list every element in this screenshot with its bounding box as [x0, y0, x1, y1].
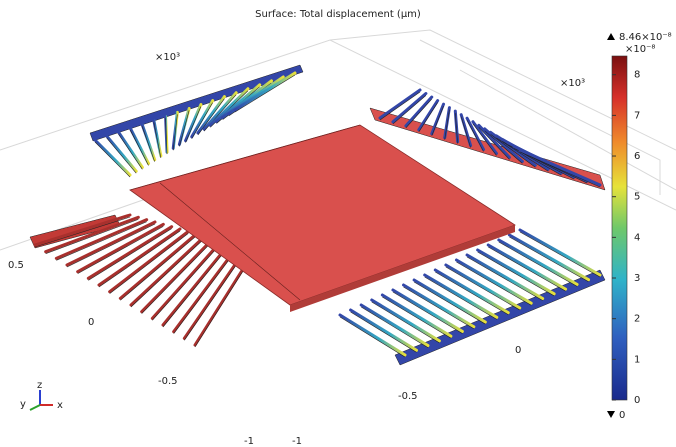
scale-label: ×10³: [155, 52, 180, 63]
colorbar-tick-label: 8: [634, 70, 640, 81]
colorbar-tick-label: 4: [634, 232, 640, 243]
axis-tick-label: -1: [244, 436, 254, 447]
colorbar-tick-label: 5: [634, 192, 640, 203]
colorbar-scale: ×10⁻⁸: [625, 44, 655, 55]
colorbar-tick-label: 1: [634, 354, 640, 365]
colorbar: [612, 56, 627, 400]
finger: [446, 265, 520, 308]
axis-triad: z x y: [20, 380, 63, 411]
axis-tick-label: 0: [515, 345, 521, 356]
axis-tick-label: 0: [88, 317, 94, 328]
colorbar-tick-label: 7: [634, 110, 640, 121]
finger: [414, 280, 485, 322]
triad-label: y: [20, 399, 26, 410]
axis-tick-label: -1: [292, 436, 302, 447]
finger: [499, 240, 577, 284]
finger: [361, 305, 428, 346]
viewport: Surface: Total displacement (μm) 8.46×10…: [0, 0, 676, 447]
finger-edge: [154, 122, 161, 158]
finger: [509, 235, 588, 280]
scale-label: ×10³: [560, 78, 585, 89]
colorbar-min: 0: [619, 410, 625, 421]
finger: [425, 275, 497, 317]
max-arrow: [607, 33, 615, 40]
colorbar-max: 8.46×10⁻⁸: [619, 32, 672, 43]
colorbar-tick-label: 6: [634, 151, 640, 162]
triad-label: z: [37, 380, 42, 391]
triad-label: x: [57, 400, 63, 411]
finger: [404, 285, 474, 327]
axis-tick-label: 0.5: [8, 260, 24, 271]
colorbar-tick-label: 2: [634, 314, 640, 325]
title: Surface: Total displacement (μm): [255, 9, 421, 20]
colorbar-tick-label: 0: [634, 395, 640, 406]
finger: [467, 255, 543, 299]
axis-tick-label: -0.5: [158, 376, 178, 387]
colorbar-tick-label: 3: [634, 273, 640, 284]
finger-edge: [520, 152, 600, 187]
finger: [488, 245, 565, 289]
finger: [351, 310, 417, 350]
finger: [154, 120, 161, 156]
finger: [456, 260, 531, 303]
finger: [382, 295, 451, 336]
finger: [372, 300, 440, 341]
finger: [340, 315, 405, 355]
finger: [393, 290, 462, 331]
finger: [435, 270, 508, 313]
finger: [478, 250, 554, 294]
axis-tick-label: -0.5: [398, 391, 418, 402]
min-arrow: [607, 411, 615, 418]
